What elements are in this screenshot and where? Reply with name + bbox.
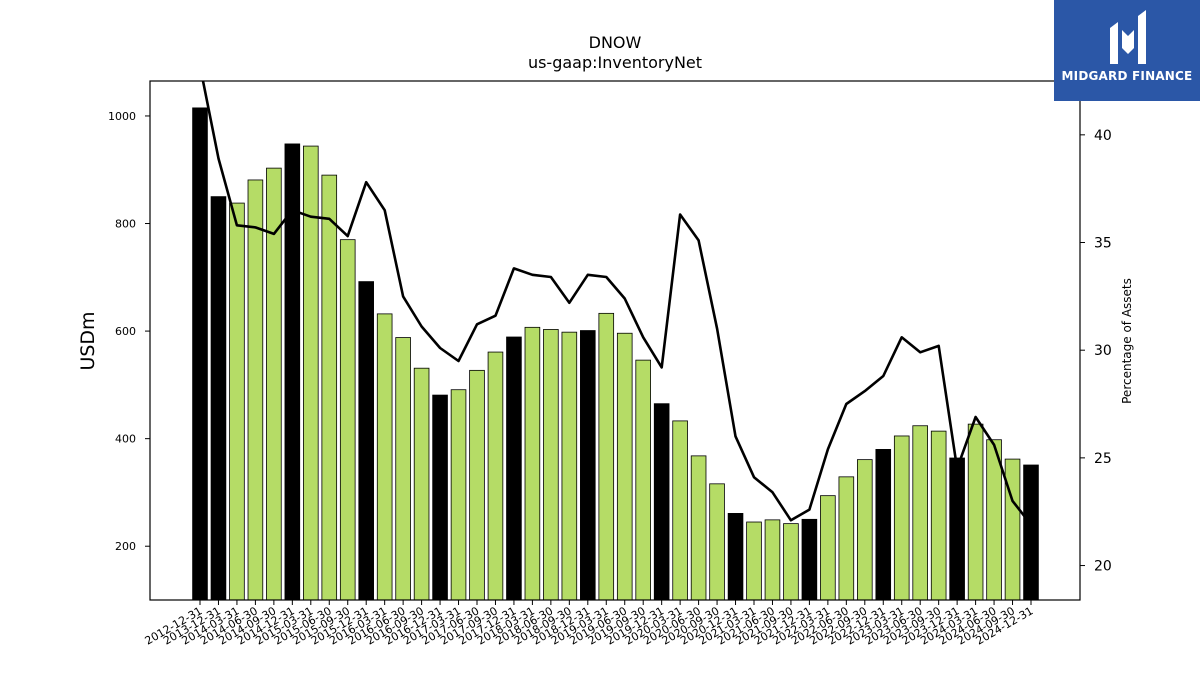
bar-2016-12-31	[432, 394, 448, 601]
bar-2014-03-31	[229, 202, 245, 601]
bar-series	[192, 107, 1039, 601]
y-axis-label: USDm	[77, 311, 99, 370]
bar-2018-03-31	[524, 326, 541, 601]
y2-tick-label: 25	[1094, 451, 1112, 467]
y-tick-label: 400	[115, 433, 136, 446]
bar-2015-12-31	[358, 281, 374, 601]
bar-2024-09-30	[1004, 458, 1021, 601]
bar-2020-12-31	[727, 513, 744, 601]
bar-2016-06-30	[395, 337, 411, 601]
bar-2024-03-31	[967, 423, 984, 601]
bar-2021-03-31	[746, 521, 762, 601]
bar-2013-12-31	[210, 196, 227, 601]
brand-name: MIDGARD FINANCE	[1061, 69, 1193, 83]
y-tick-label: 200	[115, 540, 136, 553]
line-series	[201, 81, 1033, 526]
bar-2016-09-30	[413, 367, 430, 601]
bar-2022-06-30	[838, 476, 855, 601]
bar-2019-03-31	[598, 312, 615, 601]
bar-2018-12-31	[580, 330, 596, 601]
y-tick-label: 1000	[108, 110, 136, 123]
bar-2021-06-30	[764, 519, 781, 601]
bar-2019-09-30	[635, 359, 651, 601]
bar-2020-09-30	[709, 483, 725, 601]
bar-2023-03-31	[893, 435, 910, 601]
bar-2022-12-31	[875, 449, 892, 601]
bar-2020-06-30	[690, 455, 707, 601]
chart-title: DNOW	[589, 33, 642, 52]
y2-tick-label: 35	[1094, 236, 1112, 252]
bar-2012-12-31	[192, 107, 208, 601]
y2-tick-label: 40	[1094, 128, 1112, 144]
plot-frame	[149, 80, 1081, 601]
bar-2019-12-31	[653, 403, 670, 601]
bar-2016-03-31	[376, 313, 393, 601]
m-pillars-icon	[1110, 10, 1146, 64]
bar-2022-09-30	[857, 459, 873, 601]
brand-logo: MIDGARD FINANCE	[1054, 0, 1200, 101]
right-axis: 20 25 30 35 40	[1080, 128, 1112, 575]
chart-subtitle: us-gaap:InventoryNet	[528, 53, 702, 72]
bar-2017-09-30	[487, 351, 504, 601]
bar-2018-09-30	[561, 331, 578, 601]
bar-2017-06-30	[469, 369, 485, 601]
bar-2024-12-31	[1023, 464, 1039, 601]
bar-2021-09-30	[783, 523, 799, 601]
bar-2014-06-30	[247, 179, 264, 601]
bar-2021-12-31	[801, 518, 818, 601]
bar-2018-06-30	[543, 329, 559, 601]
bar-2017-03-31	[450, 389, 467, 601]
bar-2015-09-30	[339, 239, 356, 601]
y-tick-label: 800	[115, 218, 136, 231]
bar-2015-06-30	[321, 174, 338, 601]
bar-2017-12-31	[506, 336, 522, 601]
y2-axis-label: Percentage of Assets	[1120, 278, 1134, 404]
y2-tick-label: 20	[1094, 559, 1112, 575]
y-tick-label: 600	[115, 325, 136, 338]
percentage-line	[201, 81, 1033, 526]
bar-2023-12-31	[949, 457, 965, 601]
bar-2019-06-30	[616, 332, 633, 601]
bar-2023-06-30	[912, 425, 928, 601]
bar-2023-09-30	[930, 430, 947, 601]
bar-2022-03-31	[820, 495, 836, 601]
bar-2020-03-31	[672, 420, 688, 601]
left-axis: 200 400 600 800 1000	[108, 110, 150, 553]
x-axis: 2012-12-312013-12-312014-03-312014-06-30…	[143, 600, 1036, 648]
y2-tick-label: 30	[1094, 343, 1112, 359]
